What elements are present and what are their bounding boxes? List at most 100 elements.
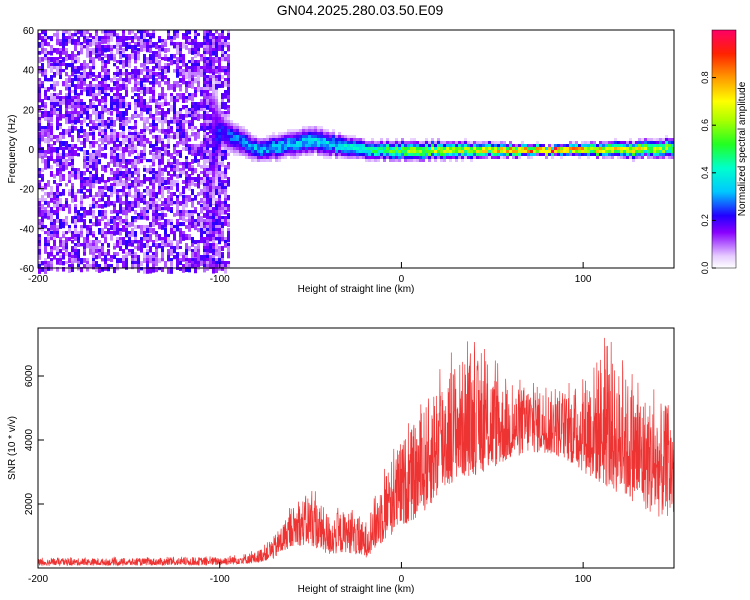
heatmap-cell: [86, 39, 89, 44]
heatmap-cell: [146, 60, 149, 65]
heatmap-cell: [122, 81, 125, 86]
heatmap-cell: [167, 255, 170, 262]
heatmap-cell: [71, 111, 74, 116]
heatmap-cell: [92, 165, 95, 171]
heatmap-cell: [197, 45, 200, 49]
heatmap-cell: [221, 141, 224, 144]
heatmap-cell: [227, 228, 230, 232]
heatmap-cell: [656, 144, 659, 147]
heatmap-cell: [218, 237, 221, 241]
heatmap-cell: [74, 99, 77, 105]
heatmap-cell: [206, 63, 209, 68]
heatmap-cell: [53, 141, 56, 146]
heatmap-cell: [113, 177, 116, 183]
heatmap-cell: [218, 195, 221, 201]
heatmap-cell: [101, 63, 104, 67]
heatmap-cell: [158, 177, 161, 183]
heatmap-cell: [281, 144, 284, 147]
heatmap-cell: [131, 150, 134, 155]
heatmap-cell: [128, 138, 131, 145]
heatmap-cell: [629, 150, 632, 153]
heatmap-cell: [332, 129, 335, 132]
heatmap-cell: [164, 261, 167, 268]
heatmap-cell: [440, 147, 443, 150]
heatmap-cell: [68, 180, 71, 184]
heatmap-cell: [653, 156, 656, 159]
heatmap-cell: [68, 228, 71, 234]
heatmap-cell: [239, 132, 242, 135]
heatmap-cell: [203, 78, 206, 84]
heatmap-cell: [227, 105, 230, 110]
heatmap-cell: [242, 147, 245, 150]
heatmap-cell: [179, 108, 182, 114]
heatmap-cell: [125, 207, 128, 213]
heatmap-cell: [110, 120, 113, 126]
heatmap-cell: [554, 147, 557, 150]
heatmap-cell: [185, 234, 188, 240]
heatmap-cell: [149, 123, 152, 128]
heatmap-cell: [101, 114, 104, 120]
heatmap-cell: [95, 264, 98, 268]
heatmap-cell: [92, 120, 95, 126]
heatmap-cell: [122, 36, 125, 41]
heatmap-cell: [41, 222, 44, 226]
heatmap-cell: [206, 117, 209, 123]
heatmap-cell: [122, 72, 125, 76]
heatmap-cell: [173, 228, 176, 233]
heatmap-cell: [194, 264, 197, 270]
heatmap-cell: [455, 147, 458, 150]
heatmap-cell: [170, 210, 173, 214]
heatmap-cell: [335, 150, 338, 153]
heatmap-cell: [53, 210, 56, 216]
heatmap-cell: [134, 132, 137, 138]
heatmap-cell: [38, 132, 41, 137]
heatmap-cell: [71, 54, 74, 61]
heatmap-cell: [317, 141, 320, 144]
heatmap-cell: [80, 183, 83, 189]
heatmap-cell: [149, 267, 152, 274]
heatmap-cell: [101, 57, 104, 63]
heatmap-cell: [86, 45, 89, 52]
heatmap-cell: [641, 156, 644, 159]
colorbar-tick-label: 0.2: [700, 214, 710, 227]
heatmap-cell: [236, 141, 239, 144]
heatmap-cell: [119, 258, 122, 264]
heatmap-cell: [197, 75, 200, 82]
heatmap-cell: [215, 120, 218, 123]
heatmap-cell: [383, 159, 386, 162]
heatmap-cell: [347, 147, 350, 150]
heatmap-cell: [179, 261, 182, 265]
heatmap-cell: [89, 69, 92, 75]
heatmap-cell: [197, 255, 200, 262]
heatmap-cell: [62, 165, 65, 172]
heatmap-cell: [143, 168, 146, 172]
heatmap-cell: [218, 258, 221, 262]
heatmap-cell: [212, 189, 215, 192]
heatmap-cell: [338, 135, 341, 138]
heatmap-cell: [650, 138, 653, 141]
heatmap-cell: [596, 150, 599, 153]
heatmap-cell: [149, 204, 152, 210]
heatmap-cell: [134, 180, 137, 186]
heatmap-cell: [182, 198, 185, 205]
heatmap-cell: [146, 39, 149, 43]
heatmap-cell: [209, 228, 212, 233]
heatmap-cell: [62, 51, 65, 55]
heatmap-cell: [188, 180, 191, 186]
heatmap-cell: [644, 150, 647, 153]
heatmap-cell: [65, 93, 68, 99]
heatmap-cell: [227, 195, 230, 201]
colorbar-tick-label: 0.0: [700, 262, 710, 275]
heatmap-cell: [59, 219, 62, 224]
heatmap-cell: [38, 57, 41, 64]
heatmap-cell: [146, 258, 149, 264]
heatmap-cell: [308, 141, 311, 144]
heatmap-cell: [47, 216, 50, 220]
heatmap-cell: [143, 63, 146, 67]
heatmap-cell: [68, 105, 71, 110]
heatmap-cell: [125, 195, 128, 199]
heatmap-cell: [254, 135, 257, 138]
heatmap-cell: [236, 132, 239, 135]
heatmap-cell: [653, 153, 656, 156]
